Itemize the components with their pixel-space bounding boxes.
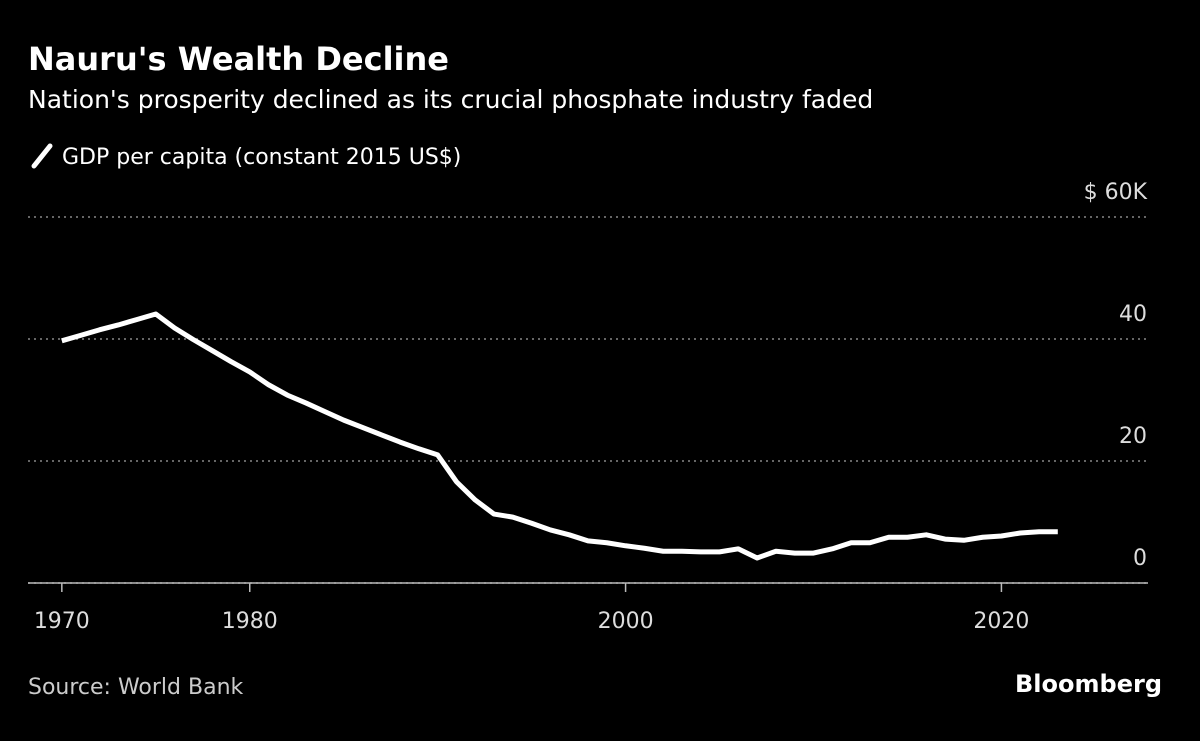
y-tick-label: 0 bbox=[1133, 546, 1147, 571]
y-tick-label: $ 60K bbox=[1084, 180, 1148, 205]
x-tick-label: 1980 bbox=[222, 609, 278, 634]
x-tick-label: 1970 bbox=[34, 609, 90, 634]
series-line bbox=[61, 311, 1058, 561]
chart-subtitle: Nation's prosperity declined as its cruc… bbox=[28, 85, 873, 114]
x-tick-label: 2000 bbox=[598, 609, 654, 634]
source: Source: World Bank bbox=[28, 675, 244, 700]
x-tick-label: 2020 bbox=[973, 609, 1029, 634]
y-tick-label: 20 bbox=[1119, 424, 1147, 449]
brand: Bloomberg bbox=[1015, 670, 1162, 698]
legend-label: GDP per capita (constant 2015 US$) bbox=[62, 145, 461, 170]
y-tick-label: 40 bbox=[1119, 302, 1147, 327]
chart-title: Nauru's Wealth Decline bbox=[28, 40, 449, 78]
legend-swatch bbox=[31, 143, 53, 169]
